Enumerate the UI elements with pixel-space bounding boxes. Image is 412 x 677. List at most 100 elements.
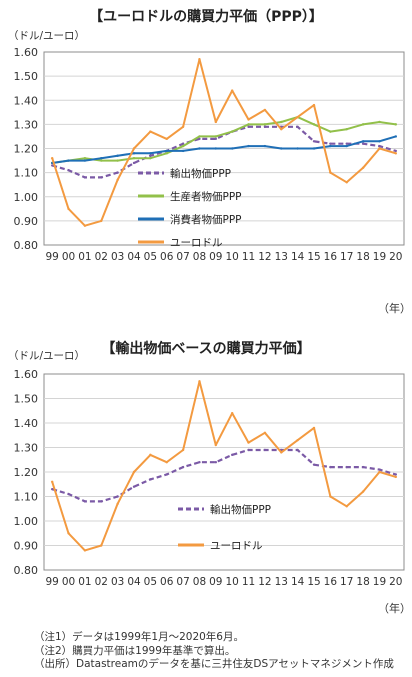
data-point: [394, 152, 398, 155]
data-point: [361, 166, 365, 169]
y-tick-label: 1.20: [14, 143, 39, 156]
data-point: [378, 468, 381, 471]
data-point: [149, 478, 152, 481]
data-point: [263, 108, 267, 112]
data-point: [132, 152, 136, 155]
x-tick-label: 17: [340, 576, 353, 588]
data-point: [181, 465, 185, 469]
data-point: [165, 149, 168, 153]
data-point: [198, 137, 201, 141]
data-point: [132, 161, 136, 165]
y-tick-label: 1.00: [14, 515, 39, 528]
data-point: [181, 144, 185, 148]
data-point: [116, 159, 119, 162]
chart2-x-unit: （年）: [378, 602, 411, 615]
x-tick-label: 99: [45, 576, 58, 588]
data-point: [394, 123, 398, 126]
x-tick-label: 11: [242, 576, 255, 588]
data-point: [198, 135, 201, 138]
chart2-plot: 0.80 0.90 1.00 1.10 1.20 1.30 1.40 1.50 1.60 99 00…: [14, 368, 405, 588]
data-point: [83, 156, 87, 160]
series-line-1: [52, 116, 396, 164]
series-line-2: [52, 135, 397, 164]
data-point: [50, 164, 54, 167]
x-tick-label: 09: [209, 576, 222, 588]
data-point: [378, 144, 381, 148]
data-point: [165, 461, 168, 464]
data-point: [345, 142, 348, 145]
data-point: [132, 156, 136, 160]
data-point: [263, 125, 267, 128]
data-point: [296, 125, 299, 128]
x-tick-label: 17: [340, 251, 353, 263]
data-point: [50, 487, 54, 491]
x-tick-label: 15: [307, 576, 320, 588]
data-point: [345, 128, 348, 131]
y-tick-label: 1.50: [14, 393, 39, 406]
x-tick-label: 05: [144, 251, 157, 263]
data-point: [50, 156, 54, 160]
y-tick-label: 1.40: [14, 94, 39, 107]
data-point: [361, 490, 365, 493]
y-tick-label: 1.50: [14, 70, 39, 83]
chart1-plot: 0.80 0.90 1.00 1.10 1.20 1.30 1.40 1.50 1.60 99 00…: [14, 46, 405, 263]
data-point: [329, 465, 332, 469]
data-point: [132, 485, 136, 488]
data-point: [394, 475, 398, 479]
x-tick-label: 12: [258, 251, 271, 263]
y-tick-label: 0.90: [14, 215, 39, 228]
data-point: [100, 500, 103, 503]
data-point: [263, 123, 267, 126]
data-point: [312, 463, 316, 466]
x-tick-label: 08: [193, 576, 206, 588]
data-point: [345, 181, 348, 184]
data-point: [329, 495, 332, 498]
data-point: [247, 441, 250, 444]
notes: （注1）データは1999年1月～2020年6月。 （注2）購買力平価は1999年…: [34, 631, 394, 672]
data-point: [214, 135, 218, 138]
x-tick-label: 18: [356, 251, 369, 263]
data-point: [165, 152, 168, 155]
legend-label: 輸出物価PPP: [210, 503, 271, 516]
data-point: [247, 125, 250, 128]
data-point: [116, 171, 119, 174]
data-point: [149, 154, 152, 157]
data-point: [263, 431, 267, 434]
data-point: [361, 123, 365, 126]
data-point: [67, 532, 70, 535]
data-point: [230, 453, 234, 457]
data-point: [378, 470, 381, 474]
data-point: [214, 137, 218, 141]
x-tick-label: 14: [291, 576, 305, 588]
data-point: [394, 473, 398, 476]
data-point: [329, 142, 332, 145]
chart1-y-unit: （ドル/ユーロ）: [8, 30, 86, 42]
chart2-title: 【輸出物価ベースの購買力平価】: [101, 341, 311, 357]
data-point: [149, 130, 152, 133]
x-tick-label: 06: [160, 576, 174, 588]
data-point: [67, 159, 70, 162]
y-tick-label: 1.30: [14, 118, 39, 131]
data-point: [329, 171, 332, 174]
x-tick-label: 16: [324, 576, 338, 588]
series-line-0: [51, 125, 397, 179]
data-point: [312, 426, 316, 430]
legend-label: 消費者物価PPP: [170, 213, 242, 226]
data-point: [345, 505, 348, 508]
data-point: [181, 149, 185, 153]
x-tick-label: 19: [373, 576, 386, 588]
data-point: [230, 89, 234, 92]
x-tick-label: 00: [62, 576, 75, 588]
data-point: [263, 448, 267, 452]
y-tick-label: 1.00: [14, 191, 39, 204]
y-tick-label: 1.60: [14, 46, 39, 59]
data-point: [214, 443, 218, 447]
data-point: [296, 448, 299, 452]
y-tick-label: 1.40: [14, 417, 39, 430]
note-3: （出所）Datastreamのデータを基に三井住友DSアセットマネジメント作成: [34, 658, 394, 670]
x-tick-label: 99: [45, 251, 58, 263]
data-point: [214, 461, 218, 464]
data-point: [149, 453, 152, 457]
x-tick-label: 20: [389, 576, 402, 588]
data-point: [132, 470, 136, 474]
